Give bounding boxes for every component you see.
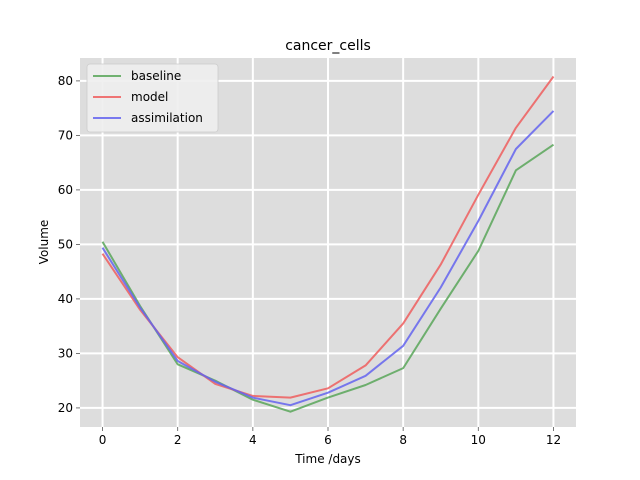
- x-axis-ticks: 0 2 4 6 8 10 12: [99, 427, 561, 447]
- y-tick-label: 70: [58, 128, 73, 142]
- x-tick-label: 4: [249, 433, 257, 447]
- legend-label-baseline: baseline: [131, 69, 181, 83]
- legend-label-model: model: [131, 90, 168, 104]
- y-tick-label: 80: [58, 74, 73, 88]
- legend-label-assimilation: assimilation: [131, 111, 203, 125]
- series-lines: [101, 75, 555, 413]
- series-line-baseline: [101, 143, 555, 413]
- x-tick-label: 0: [99, 433, 107, 447]
- x-tick-label: 2: [174, 433, 182, 447]
- chart-title: cancer_cells: [285, 38, 371, 54]
- series-line-model: [101, 75, 555, 399]
- y-axis-label: Volume: [37, 220, 51, 265]
- x-axis-label: Time /days: [294, 452, 361, 466]
- grid-lines: [80, 58, 576, 427]
- x-tick-label: 12: [546, 433, 561, 447]
- x-tick-label: 6: [324, 433, 332, 447]
- x-tick-label: 10: [471, 433, 486, 447]
- y-tick-label: 60: [58, 183, 73, 197]
- y-tick-label: 40: [58, 292, 73, 306]
- y-tick-label: 50: [58, 237, 73, 251]
- x-tick-label: 8: [399, 433, 407, 447]
- legend-box: [86, 63, 219, 133]
- legend: baseline model assimilation: [86, 63, 219, 133]
- y-axis-ticks: 20 30 40 50 60 70 80: [58, 74, 80, 415]
- y-tick-label: 30: [58, 346, 73, 360]
- y-tick-label: 20: [58, 401, 73, 415]
- series-line-assimilation: [101, 110, 555, 407]
